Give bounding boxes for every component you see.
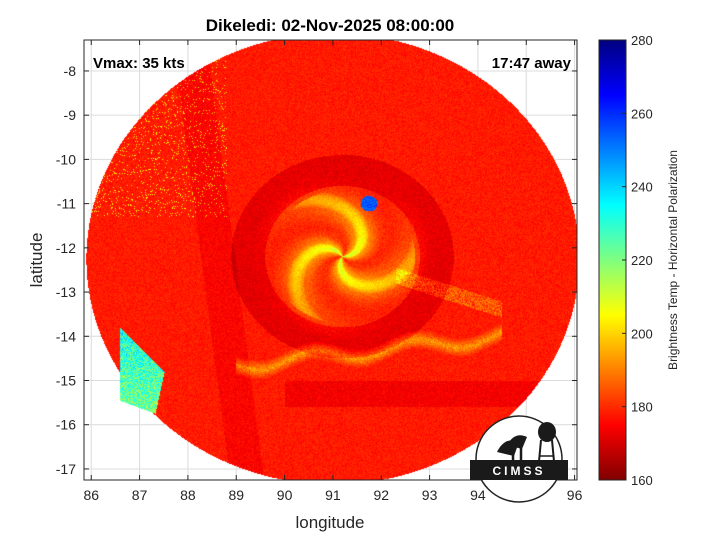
x-tick-label: 90 bbox=[277, 487, 293, 503]
colorbar-label: Brightness Temp - Horizontal Polarizatio… bbox=[666, 150, 680, 370]
colorbar-tick-label: 220 bbox=[631, 253, 653, 268]
x-tick-label: 93 bbox=[422, 487, 438, 503]
colorbar-ticks: 160 180 200 220 240 260 280 bbox=[622, 33, 653, 488]
brightness-temperature-heatmap bbox=[84, 40, 577, 480]
colorbar-tick-label: 200 bbox=[631, 326, 653, 341]
x-tick-label: 86 bbox=[83, 487, 99, 503]
y-tick-label: -14 bbox=[56, 328, 76, 344]
x-tick-label: 94 bbox=[470, 487, 486, 503]
y-tick-label: -12 bbox=[56, 240, 76, 256]
y-tick-label: -11 bbox=[57, 196, 76, 212]
axis-ticks: 8687888990919293949596-8-9-10-11-12-13-1… bbox=[56, 40, 583, 503]
x-tick-label: 89 bbox=[228, 487, 244, 503]
y-tick-label: -17 bbox=[56, 461, 76, 477]
y-axis-label: latitude bbox=[27, 233, 46, 288]
cimss-logo-text: CIMSS bbox=[492, 464, 545, 478]
cimss-logo: CIMSS bbox=[470, 415, 568, 503]
colorbar-tick-label: 240 bbox=[631, 180, 653, 195]
x-axis-label: longitude bbox=[295, 513, 364, 532]
time-away-annotation: 17:47 away bbox=[492, 55, 572, 72]
y-tick-label: -8 bbox=[64, 63, 77, 79]
colorbar-tick-label: 280 bbox=[631, 33, 653, 48]
colorbar-tick-label: 260 bbox=[631, 106, 653, 121]
y-tick-label: -13 bbox=[56, 284, 76, 300]
y-tick-label: -10 bbox=[56, 151, 76, 167]
x-tick-label: 88 bbox=[180, 487, 196, 503]
colorbar-tick-label: 160 bbox=[631, 473, 653, 488]
x-tick-label: 91 bbox=[325, 487, 341, 503]
plot-frame bbox=[83, 39, 578, 481]
y-tick-label: -16 bbox=[56, 417, 76, 433]
x-tick-label: 87 bbox=[132, 487, 148, 503]
y-tick-label: -9 bbox=[64, 107, 77, 123]
colorbar bbox=[598, 39, 627, 481]
x-tick-label: 96 bbox=[567, 487, 583, 503]
chart-title: Dikeledi: 02-Nov-2025 08:00:00 bbox=[206, 16, 455, 35]
vmax-annotation: Vmax: 35 kts bbox=[93, 55, 185, 72]
x-tick-label: 92 bbox=[373, 487, 389, 503]
colorbar-tick-label: 180 bbox=[631, 400, 653, 415]
y-tick-label: -15 bbox=[56, 373, 76, 389]
